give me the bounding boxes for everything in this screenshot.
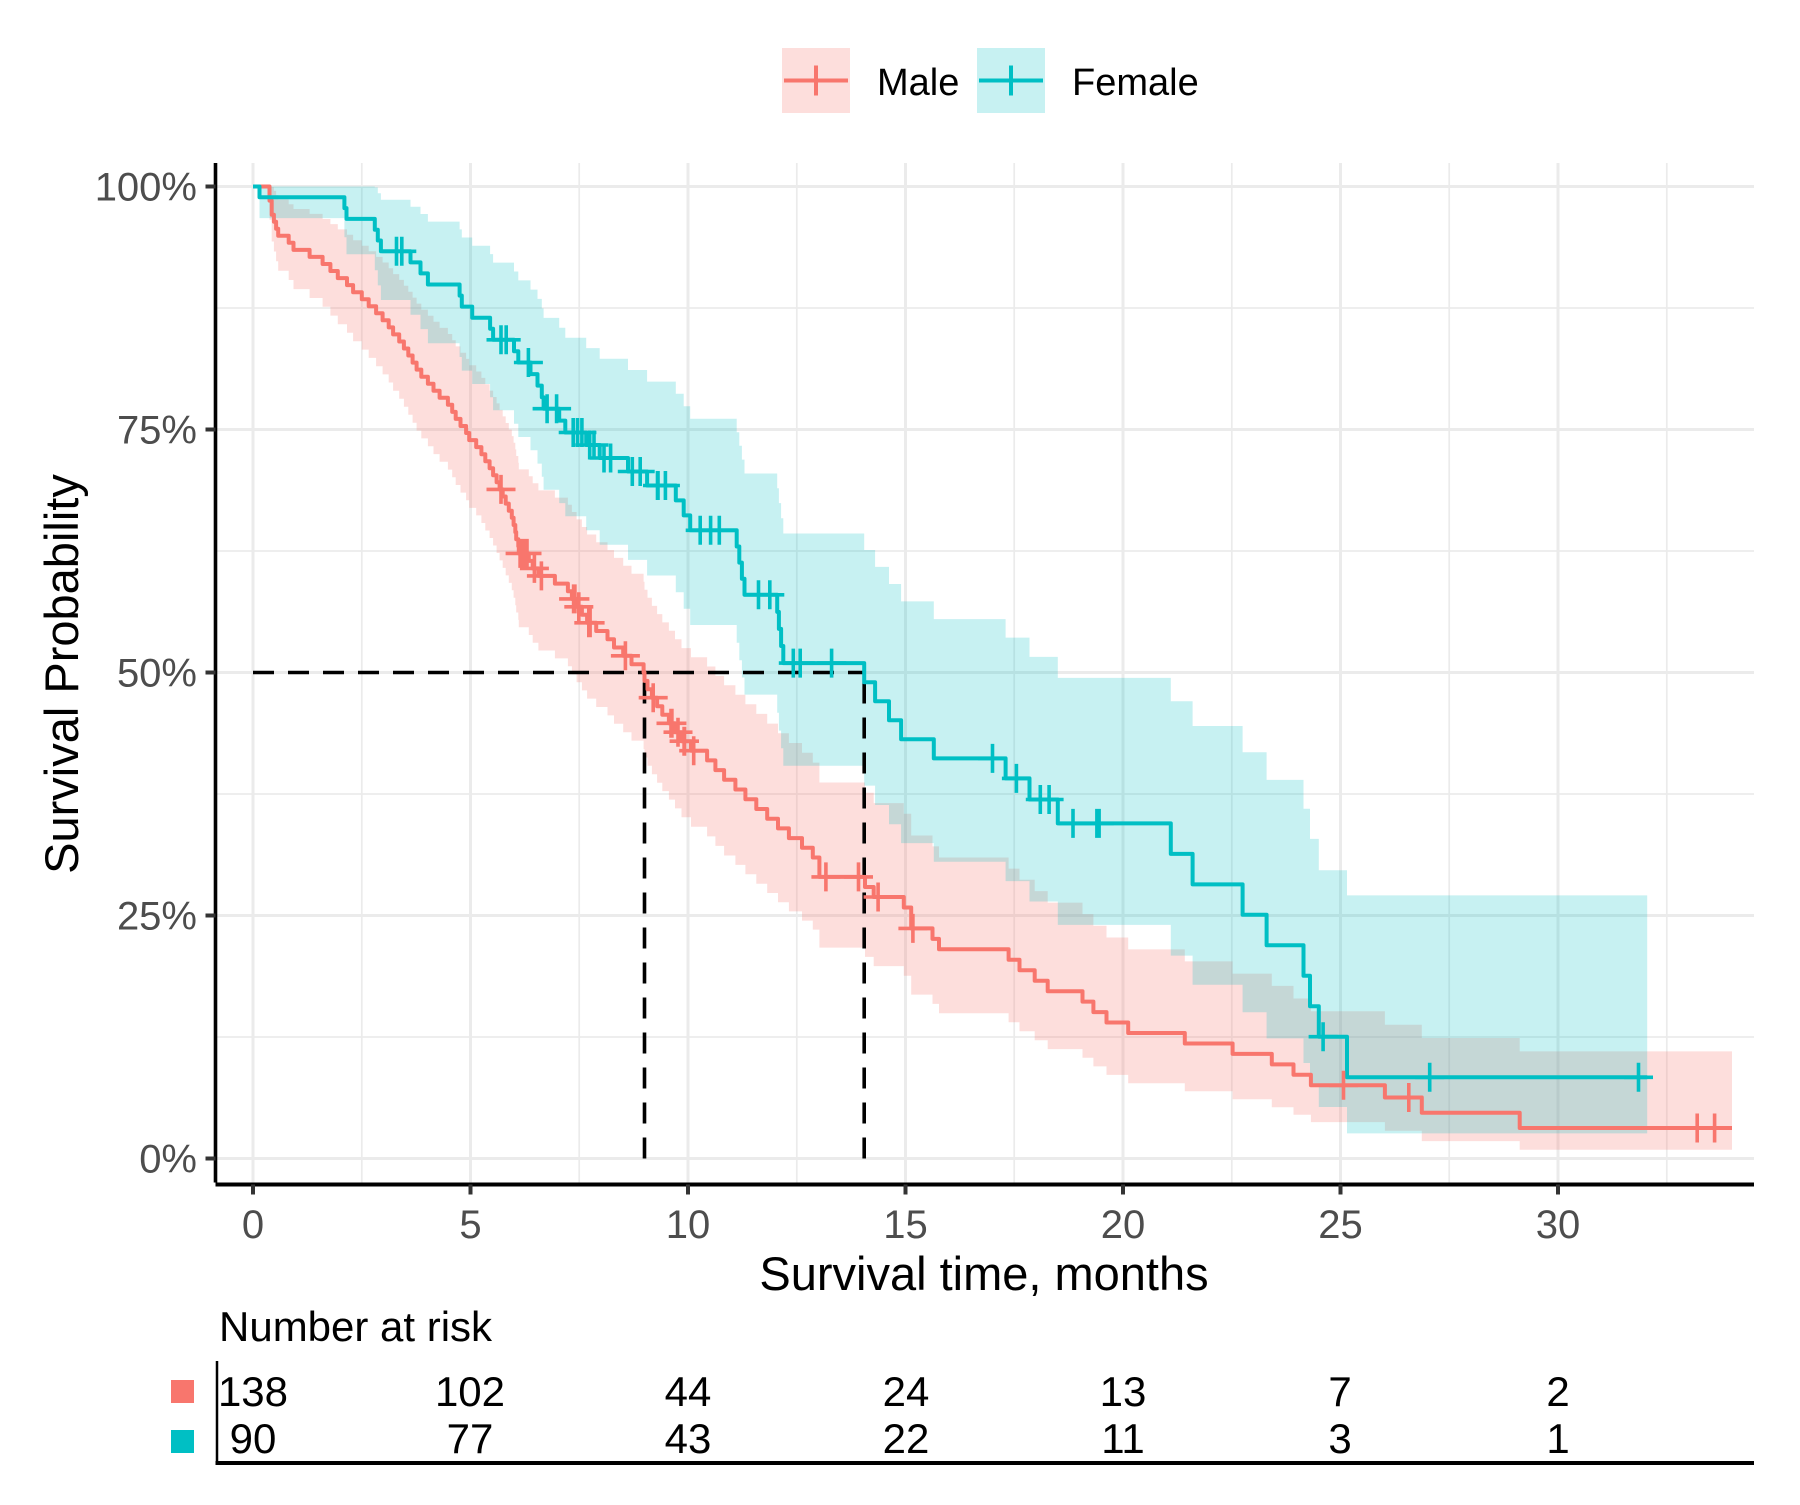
svg-text:0: 0	[242, 1203, 264, 1247]
svg-text:138: 138	[218, 1368, 288, 1415]
svg-text:20: 20	[1101, 1203, 1146, 1247]
svg-text:Number at risk: Number at risk	[219, 1303, 493, 1350]
svg-text:90: 90	[230, 1415, 277, 1462]
svg-text:44: 44	[665, 1368, 712, 1415]
svg-text:10: 10	[666, 1203, 711, 1247]
svg-text:5: 5	[459, 1203, 481, 1247]
svg-text:102: 102	[435, 1368, 505, 1415]
svg-text:15: 15	[883, 1203, 928, 1247]
svg-text:0%: 0%	[139, 1138, 197, 1182]
svg-text:Male: Male	[877, 62, 959, 104]
svg-text:25%: 25%	[117, 895, 197, 939]
svg-text:77: 77	[447, 1415, 494, 1462]
svg-text:30: 30	[1536, 1203, 1581, 1247]
svg-text:25: 25	[1318, 1203, 1363, 1247]
svg-text:Survival time, months: Survival time, months	[759, 1247, 1208, 1300]
svg-text:7: 7	[1328, 1368, 1351, 1415]
svg-text:100%: 100%	[95, 166, 197, 210]
svg-text:22: 22	[883, 1415, 930, 1462]
svg-text:Survival Probability: Survival Probability	[35, 474, 88, 874]
svg-text:11: 11	[1101, 1415, 1145, 1462]
svg-text:75%: 75%	[117, 409, 197, 453]
svg-text:13: 13	[1100, 1368, 1147, 1415]
svg-text:1: 1	[1546, 1415, 1569, 1462]
svg-text:Female: Female	[1072, 62, 1199, 104]
svg-text:50%: 50%	[117, 652, 197, 696]
svg-text:43: 43	[665, 1415, 712, 1462]
svg-text:24: 24	[883, 1368, 930, 1415]
svg-text:2: 2	[1546, 1368, 1569, 1415]
svg-text:3: 3	[1328, 1415, 1351, 1462]
